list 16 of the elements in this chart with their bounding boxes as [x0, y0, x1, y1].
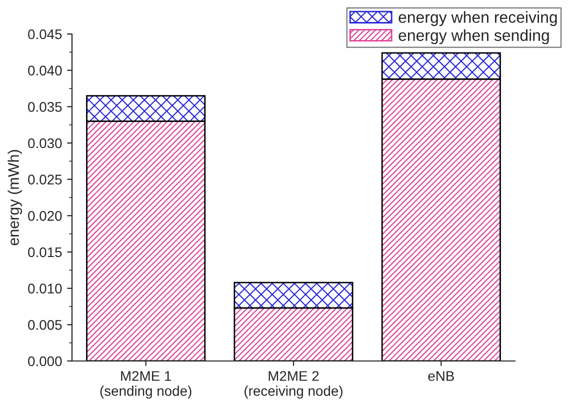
y-tick-label: 0.030 [28, 138, 62, 148]
y-tick-label: 0.000 [28, 356, 62, 366]
x-tick-label: eNB [428, 371, 454, 381]
y-tick-label: 0.010 [28, 284, 62, 294]
y-tick-label: 0.015 [28, 247, 62, 258]
x-tick-label: M2ME 2 (receiving node) [244, 371, 342, 399]
legend-label: energy when receiving [398, 11, 557, 26]
y-axis-title: energy (mWh) [8, 150, 22, 246]
y-tick-label: 0.035 [28, 102, 62, 112]
y-tick-label: 0.005 [28, 320, 62, 330]
y-tick-label: 0.020 [28, 211, 62, 221]
y-tick-label: 0.045 [28, 29, 62, 40]
x-tick-label: M2ME 1 (sending node) [100, 371, 192, 399]
legend-label: energy when sending [398, 29, 549, 44]
y-tick-label: 0.040 [28, 66, 62, 76]
y-tick-label: 0.025 [28, 174, 62, 185]
